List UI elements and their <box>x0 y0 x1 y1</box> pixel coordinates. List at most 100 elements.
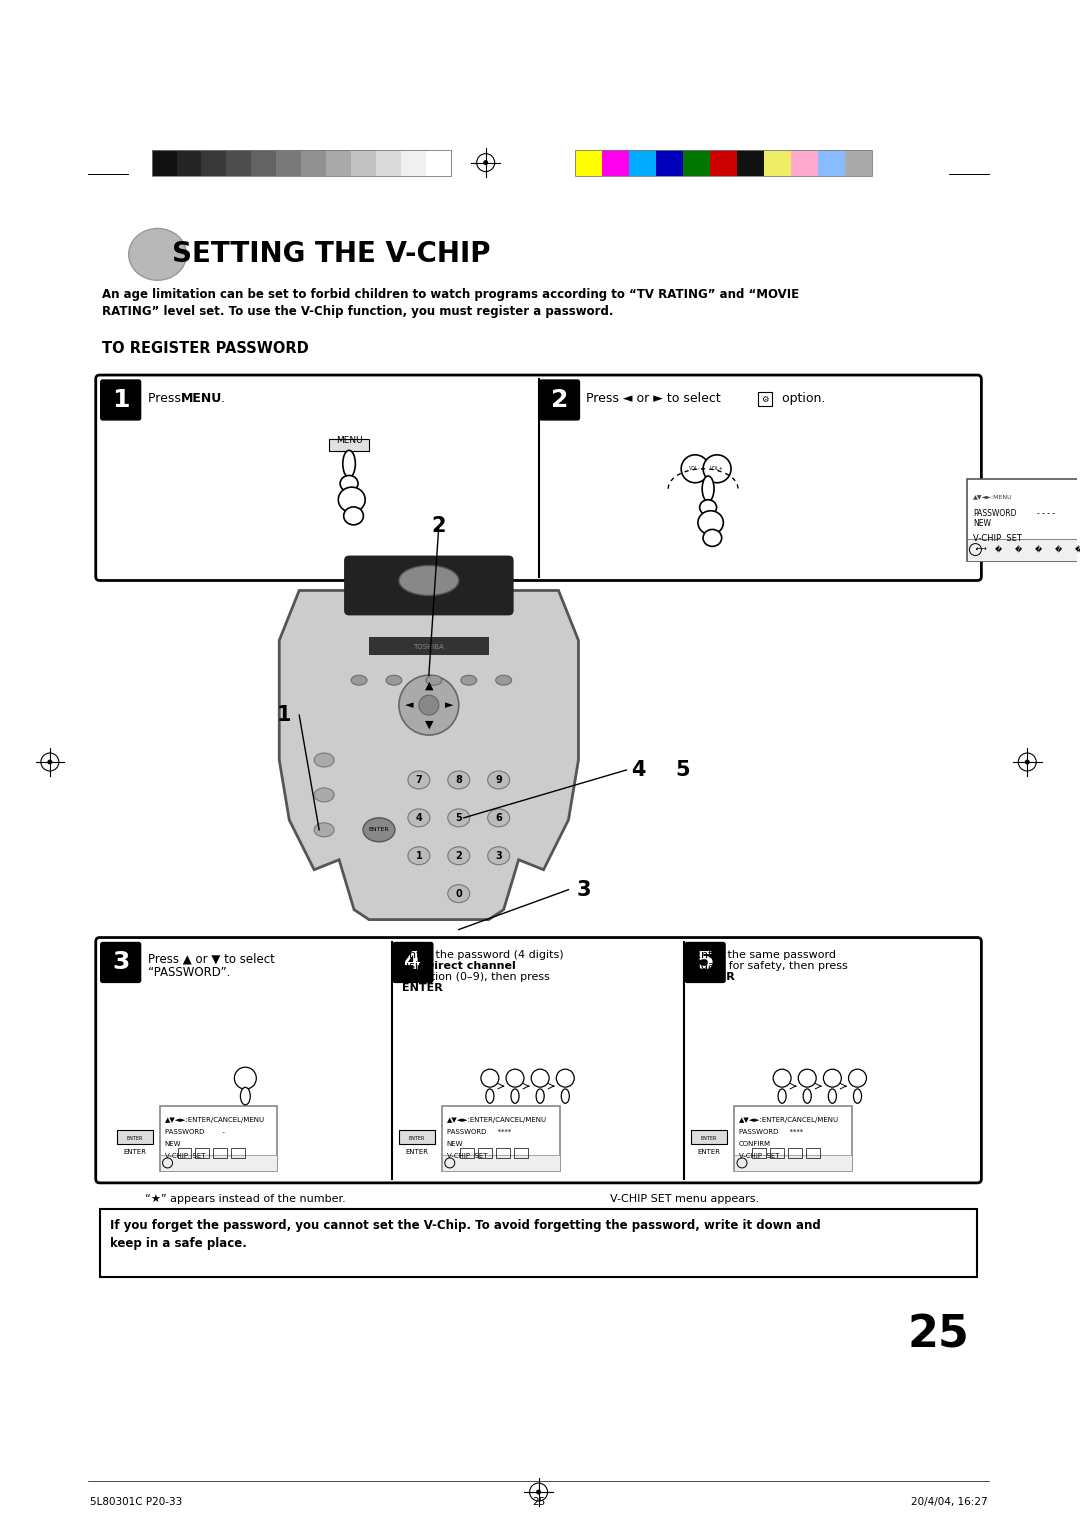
Text: 8: 8 <box>456 775 462 785</box>
Bar <box>603 150 630 176</box>
Text: V-CHIP  SET: V-CHIP SET <box>739 1154 780 1158</box>
Bar <box>214 1148 228 1158</box>
Ellipse shape <box>488 808 510 827</box>
Text: Press ◄ or ► to select: Press ◄ or ► to select <box>586 393 721 405</box>
Bar <box>151 150 176 176</box>
Text: 3: 3 <box>577 880 591 900</box>
Bar <box>477 1148 491 1158</box>
Bar <box>176 150 202 176</box>
Circle shape <box>773 1070 791 1086</box>
Bar <box>737 150 764 176</box>
Ellipse shape <box>448 885 470 903</box>
Bar <box>326 150 351 176</box>
Text: 4: 4 <box>416 813 422 824</box>
Text: 20/4/04, 16:27: 20/4/04, 16:27 <box>910 1497 987 1507</box>
Text: V-CHIP  SET: V-CHIP SET <box>164 1154 205 1158</box>
Text: �: � <box>996 545 1002 553</box>
Text: �: � <box>1036 545 1042 553</box>
Text: PASSWORD     ****: PASSWORD **** <box>739 1129 804 1135</box>
FancyBboxPatch shape <box>393 943 433 983</box>
Text: 4: 4 <box>404 950 421 975</box>
Circle shape <box>556 1070 575 1086</box>
Text: - - - -: - - - - <box>1037 509 1055 518</box>
Bar <box>758 393 772 406</box>
Bar <box>442 1155 559 1170</box>
Bar <box>968 538 1080 561</box>
Text: SETTING THE V-CHIP: SETTING THE V-CHIP <box>172 240 490 269</box>
Bar <box>329 439 369 451</box>
Text: ▲▼◄►:ENTER/CANCEL/MENU: ▲▼◄►:ENTER/CANCEL/MENU <box>447 1117 546 1123</box>
Text: ENTER: ENTER <box>123 1149 146 1155</box>
Text: 7: 7 <box>416 775 422 785</box>
Text: ▲▼◄►:MENU: ▲▼◄►:MENU <box>973 495 1013 500</box>
Ellipse shape <box>700 500 717 515</box>
Ellipse shape <box>426 675 442 685</box>
Bar <box>202 150 227 176</box>
Ellipse shape <box>778 1089 786 1103</box>
Ellipse shape <box>129 228 187 280</box>
Bar <box>691 1131 727 1144</box>
FancyBboxPatch shape <box>100 943 140 983</box>
Ellipse shape <box>340 475 359 492</box>
Text: ▲▼◄►:ENTER/CANCEL/MENU: ▲▼◄►:ENTER/CANCEL/MENU <box>164 1117 265 1123</box>
Ellipse shape <box>698 510 724 535</box>
FancyBboxPatch shape <box>96 374 982 581</box>
Text: MENU: MENU <box>336 437 363 445</box>
Text: ENTER: ENTER <box>126 1137 143 1141</box>
Bar <box>160 1106 278 1170</box>
Ellipse shape <box>314 824 334 837</box>
Text: MENU: MENU <box>180 393 221 405</box>
Text: 9: 9 <box>496 775 502 785</box>
Text: ENTER: ENTER <box>408 1137 426 1141</box>
Bar <box>657 150 684 176</box>
Text: NEW: NEW <box>447 1141 463 1148</box>
Circle shape <box>531 1070 549 1086</box>
Text: 1: 1 <box>112 388 130 413</box>
Ellipse shape <box>363 817 395 842</box>
Text: 0: 0 <box>456 889 462 898</box>
Bar <box>351 150 376 176</box>
Bar <box>496 1148 510 1158</box>
Text: Press ▲ or ▼ to select: Press ▲ or ▼ to select <box>148 953 274 966</box>
Text: ◄: ◄ <box>405 700 414 711</box>
Text: TOSHIBA: TOSHIBA <box>414 645 444 651</box>
Circle shape <box>1025 759 1029 764</box>
Text: 3: 3 <box>112 950 130 975</box>
Text: 4: 4 <box>631 759 646 779</box>
Text: 5: 5 <box>697 950 714 975</box>
Text: ►: ► <box>445 700 453 711</box>
Ellipse shape <box>448 772 470 788</box>
Text: 25: 25 <box>907 1314 970 1357</box>
Bar <box>276 150 301 176</box>
Bar <box>684 150 710 176</box>
Text: �: � <box>1075 545 1080 553</box>
Text: V-CHIP  SET: V-CHIP SET <box>973 533 1023 542</box>
Circle shape <box>823 1070 841 1086</box>
Bar <box>734 1155 852 1170</box>
Ellipse shape <box>342 451 355 477</box>
Text: ENTER: ENTER <box>405 1149 429 1155</box>
Ellipse shape <box>703 529 721 547</box>
Text: An age limitation can be set to forbid children to watch programs according to “: An age limitation can be set to forbid c… <box>102 289 799 318</box>
Ellipse shape <box>448 808 470 827</box>
Bar <box>301 150 326 176</box>
Bar <box>442 1106 559 1170</box>
Ellipse shape <box>496 675 512 685</box>
Text: ▲: ▲ <box>424 680 433 691</box>
Ellipse shape <box>828 1089 836 1103</box>
Text: NEW: NEW <box>973 518 991 527</box>
Circle shape <box>234 1067 256 1089</box>
Ellipse shape <box>408 847 430 865</box>
Text: “★” appears instead of the number.: “★” appears instead of the number. <box>145 1193 346 1204</box>
Ellipse shape <box>314 788 334 802</box>
Ellipse shape <box>351 675 367 685</box>
Bar <box>752 1148 766 1158</box>
Ellipse shape <box>338 487 365 512</box>
Bar <box>764 150 791 176</box>
FancyBboxPatch shape <box>685 943 725 983</box>
Text: 2: 2 <box>456 851 462 860</box>
Text: 3: 3 <box>496 851 502 860</box>
Bar <box>788 1148 801 1158</box>
Bar <box>791 150 818 176</box>
Bar <box>576 150 872 176</box>
